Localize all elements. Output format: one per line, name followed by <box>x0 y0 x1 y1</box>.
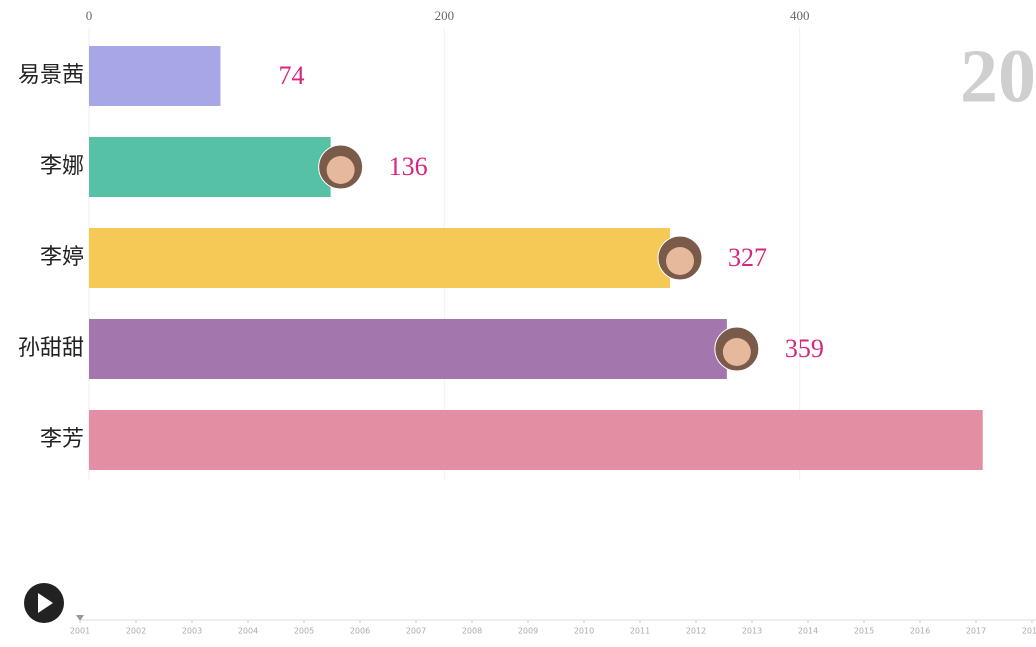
timeline-label: 2008 <box>462 627 482 636</box>
value-label: 327 <box>728 243 767 272</box>
bar <box>89 319 727 379</box>
bar <box>89 228 670 288</box>
timeline-label: 2002 <box>126 627 146 636</box>
bar <box>89 410 983 470</box>
value-label: 74 <box>278 61 304 90</box>
timeline-label: 2013 <box>742 627 762 636</box>
timeline-label: 2018 <box>1022 627 1036 636</box>
timeline-label: 2011 <box>630 627 650 636</box>
x-tick-label: 400 <box>790 8 810 23</box>
avatar-face <box>665 247 694 275</box>
category-label: 李婷 <box>40 245 84 270</box>
timeline-label: 2017 <box>966 627 986 636</box>
timeline-label: 2012 <box>686 627 706 636</box>
category-label: 易景茜 <box>18 63 84 88</box>
bar <box>89 46 221 106</box>
year-label: 20 <box>960 34 1036 118</box>
value-label: 136 <box>389 152 428 181</box>
x-tick-label: 0 <box>86 8 93 23</box>
timeline-label: 2001 <box>70 627 90 636</box>
timeline-label: 2006 <box>350 627 370 636</box>
category-label: 李娜 <box>40 154 84 179</box>
x-tick-label: 200 <box>435 8 455 23</box>
value-label: 359 <box>785 334 824 363</box>
category-label: 孙甜甜 <box>18 336 84 361</box>
timeline-marker <box>76 615 84 621</box>
timeline-label: 2005 <box>294 627 314 636</box>
timeline-label: 2016 <box>910 627 930 636</box>
play-button[interactable] <box>24 583 64 623</box>
timeline-label: 2015 <box>854 627 874 636</box>
timeline-label: 2010 <box>574 627 594 636</box>
bar <box>89 137 331 197</box>
avatar-face <box>326 156 355 184</box>
timeline-label: 2007 <box>406 627 426 636</box>
category-label: 李芳 <box>40 427 84 452</box>
timeline-label: 2014 <box>798 627 818 636</box>
timeline-label: 2009 <box>518 627 538 636</box>
avatar-face <box>722 338 751 366</box>
timeline-label: 2004 <box>238 627 258 636</box>
timeline-label: 2003 <box>182 627 202 636</box>
